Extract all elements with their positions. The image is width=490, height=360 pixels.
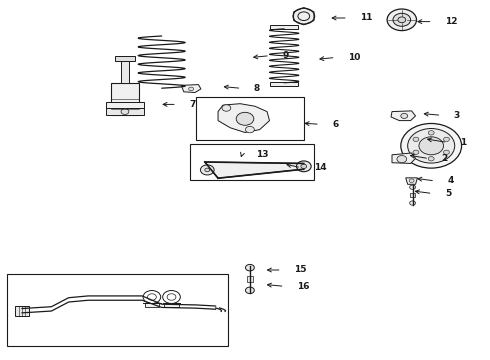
Text: 2: 2 (441, 154, 448, 163)
Text: 5: 5 (445, 189, 451, 198)
Circle shape (410, 185, 416, 189)
Circle shape (443, 137, 449, 141)
Bar (247, 276, 253, 282)
Text: 14: 14 (314, 163, 326, 172)
Circle shape (408, 129, 455, 163)
Circle shape (401, 113, 408, 118)
Circle shape (413, 137, 419, 141)
Bar (190, 144, 314, 180)
Circle shape (410, 201, 416, 205)
Text: 6: 6 (332, 120, 339, 129)
Circle shape (245, 264, 254, 271)
Circle shape (413, 150, 419, 154)
Text: 11: 11 (360, 13, 373, 22)
Circle shape (222, 105, 231, 111)
Circle shape (200, 165, 214, 175)
Bar (111, 82, 139, 115)
Polygon shape (406, 178, 417, 184)
Circle shape (443, 150, 449, 154)
Circle shape (387, 9, 416, 31)
Text: 3: 3 (454, 111, 460, 120)
Circle shape (245, 126, 254, 133)
Text: 16: 16 (297, 282, 310, 291)
Bar (121, 56, 129, 82)
Bar (270, 82, 298, 86)
Bar (270, 25, 298, 29)
Circle shape (245, 287, 254, 294)
Text: 13: 13 (256, 150, 269, 158)
Text: 4: 4 (447, 176, 454, 185)
Circle shape (398, 17, 406, 23)
Polygon shape (392, 153, 416, 163)
Circle shape (205, 168, 210, 172)
Circle shape (236, 112, 254, 125)
Text: 12: 12 (445, 17, 458, 26)
Bar (145, 303, 159, 307)
Text: 10: 10 (348, 53, 360, 62)
Polygon shape (391, 111, 416, 121)
Bar (196, 97, 304, 140)
Text: 9: 9 (282, 51, 289, 60)
Text: 15: 15 (294, 266, 307, 274)
Circle shape (428, 131, 434, 135)
Circle shape (428, 157, 434, 161)
Circle shape (397, 156, 407, 163)
Circle shape (393, 13, 411, 26)
Circle shape (293, 8, 315, 24)
Circle shape (419, 137, 443, 155)
Circle shape (121, 109, 129, 114)
Text: 7: 7 (189, 100, 196, 109)
Bar (410, 193, 415, 197)
Bar (7, 274, 228, 346)
Bar (15, 306, 29, 316)
Circle shape (301, 164, 307, 168)
Circle shape (298, 12, 310, 21)
Bar (106, 108, 144, 115)
Text: 8: 8 (254, 84, 260, 93)
Circle shape (409, 179, 414, 183)
Text: 1: 1 (460, 138, 466, 147)
Polygon shape (181, 85, 201, 93)
Circle shape (296, 161, 311, 172)
Bar (164, 303, 179, 307)
Polygon shape (205, 162, 304, 178)
Circle shape (189, 87, 194, 91)
Bar (115, 56, 135, 61)
Circle shape (401, 123, 462, 168)
Polygon shape (218, 104, 270, 132)
Bar (106, 102, 144, 108)
